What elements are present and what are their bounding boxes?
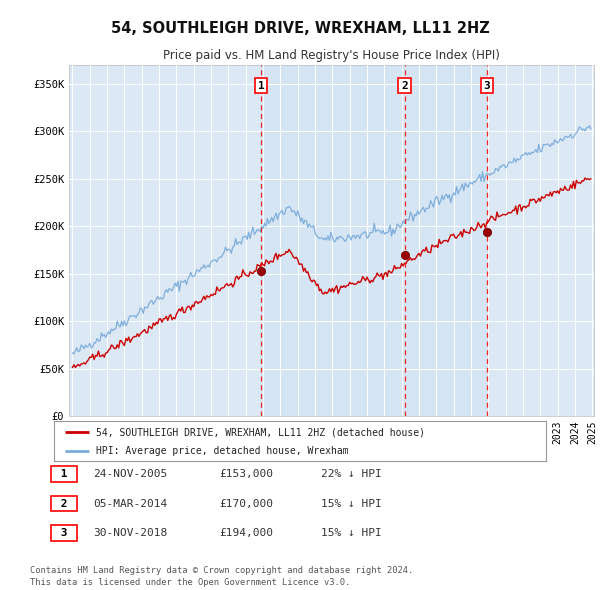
Text: HPI: Average price, detached house, Wrexham: HPI: Average price, detached house, Wrex…	[96, 445, 349, 455]
Text: 30-NOV-2018: 30-NOV-2018	[93, 528, 167, 538]
Text: £194,000: £194,000	[219, 528, 273, 538]
Text: 3: 3	[484, 81, 490, 91]
Text: 15% ↓ HPI: 15% ↓ HPI	[321, 499, 382, 509]
Text: 1: 1	[258, 81, 265, 91]
Title: Price paid vs. HM Land Registry's House Price Index (HPI): Price paid vs. HM Land Registry's House …	[163, 50, 500, 63]
Text: 2: 2	[401, 81, 408, 91]
Text: 3: 3	[54, 528, 74, 538]
Text: 15% ↓ HPI: 15% ↓ HPI	[321, 528, 382, 538]
Text: £170,000: £170,000	[219, 499, 273, 509]
Text: £153,000: £153,000	[219, 469, 273, 479]
Text: 54, SOUTHLEIGH DRIVE, WREXHAM, LL11 2HZ (detached house): 54, SOUTHLEIGH DRIVE, WREXHAM, LL11 2HZ …	[96, 427, 425, 437]
Bar	[262, 65, 487, 416]
Text: Contains HM Land Registry data © Crown copyright and database right 2024.
This d: Contains HM Land Registry data © Crown c…	[30, 566, 413, 587]
Text: 22% ↓ HPI: 22% ↓ HPI	[321, 469, 382, 479]
Text: 24-NOV-2005: 24-NOV-2005	[93, 469, 167, 479]
Text: 05-MAR-2014: 05-MAR-2014	[93, 499, 167, 509]
Text: 54, SOUTHLEIGH DRIVE, WREXHAM, LL11 2HZ: 54, SOUTHLEIGH DRIVE, WREXHAM, LL11 2HZ	[110, 21, 490, 35]
Text: 1: 1	[54, 469, 74, 479]
Text: 2: 2	[54, 499, 74, 509]
